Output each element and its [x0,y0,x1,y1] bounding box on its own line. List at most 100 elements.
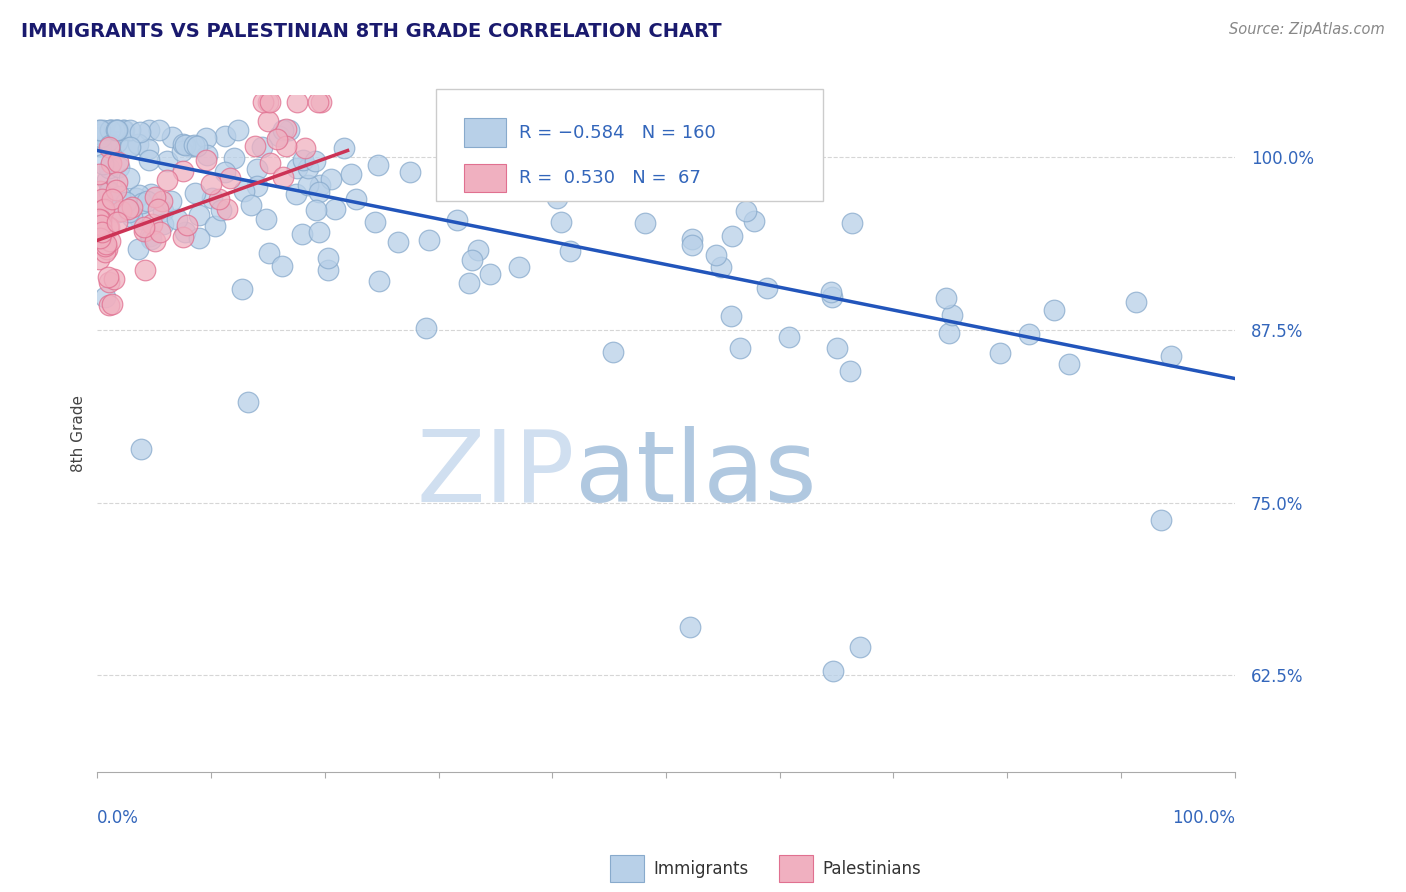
Point [461,252,484,267]
Point [195,130,218,145]
Point [550,215,572,229]
Point [100,155,122,169]
Point [115,194,138,209]
Point [98,297,121,311]
Point [160,194,183,208]
Point [103,272,125,286]
Point [103,123,125,137]
Point [266,132,288,146]
Point [128,188,150,202]
Point [112,123,135,137]
Point [821,290,844,304]
Point [87,252,110,266]
Point [98,137,121,152]
Point [246,179,269,194]
Point [686,178,709,193]
Point [148,202,170,217]
Point [173,225,195,239]
Point [97,219,120,234]
Point [91,202,114,217]
Point [91,225,114,239]
Point [311,95,333,110]
Point [250,140,273,154]
Y-axis label: 8th Grade: 8th Grade [72,395,86,472]
Point [222,151,245,165]
Point [96,194,118,208]
Point [117,202,139,217]
Point [91,157,114,171]
Point [418,233,440,247]
Point [560,244,582,258]
Text: IMMIGRANTS VS PALESTINIAN 8TH GRADE CORRELATION CHART: IMMIGRANTS VS PALESTINIAN 8TH GRADE CORR… [21,22,721,41]
Point [297,178,319,193]
Point [367,158,389,172]
Point [387,235,409,250]
Point [134,219,156,234]
Point [316,251,339,265]
Text: R = −0.584   N = 160: R = −0.584 N = 160 [519,124,716,142]
Point [307,95,329,110]
Point [93,239,115,253]
Point [148,123,170,137]
Point [304,154,326,169]
Point [172,137,194,152]
Point [316,263,339,277]
Point [89,128,111,142]
Point [633,216,655,230]
Point [183,186,205,200]
Point [226,123,249,137]
Point [214,165,236,179]
Point [112,123,135,137]
Point [138,153,160,168]
Point [89,231,111,245]
Point [121,211,143,225]
Text: ZIP: ZIP [416,425,575,523]
Point [278,123,301,137]
Point [101,297,124,311]
Point [104,183,127,197]
Point [679,620,702,634]
Point [172,164,194,178]
Point [105,123,128,137]
Point [97,140,120,154]
Point [186,138,208,153]
Point [98,123,121,137]
Point [257,114,280,128]
Point [214,129,236,144]
Point [276,139,298,153]
Point [200,177,222,191]
Point [208,192,231,206]
Point [257,95,280,110]
Point [152,217,174,231]
Text: 100.0%: 100.0% [1171,809,1234,828]
Point [1018,326,1040,341]
Point [100,123,122,137]
Point [209,202,232,217]
Point [141,217,163,231]
Point [138,142,160,156]
Point [508,260,530,274]
Point [243,139,266,153]
Point [204,219,226,233]
Point [127,137,149,152]
Point [143,189,166,203]
Point [778,329,800,343]
Point [107,160,129,174]
Point [446,213,468,227]
Point [98,186,121,200]
Point [720,309,742,323]
Text: 0.0%: 0.0% [97,809,139,828]
Point [166,211,188,226]
Point [323,202,346,216]
Point [706,248,728,262]
Point [107,215,129,229]
Point [821,665,844,679]
Point [841,216,863,230]
Point [201,191,224,205]
Point [90,139,112,153]
Point [827,342,849,356]
Point [187,208,209,222]
Text: Source: ZipAtlas.com: Source: ZipAtlas.com [1229,22,1385,37]
Point [132,224,155,238]
Point [94,290,117,304]
